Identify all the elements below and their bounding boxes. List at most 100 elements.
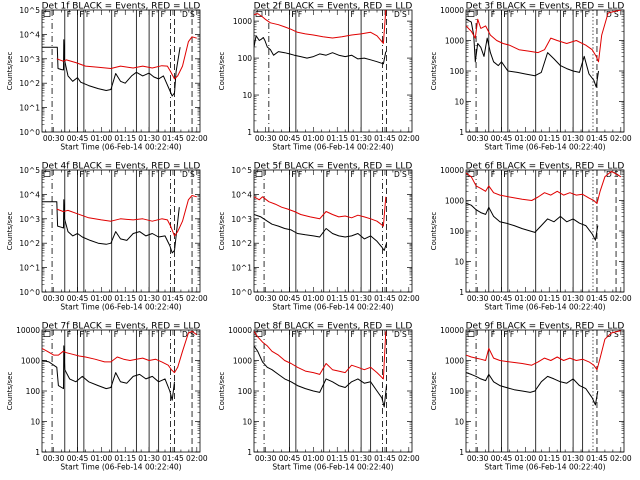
marker-letter: F (138, 330, 142, 339)
series-line-events (254, 214, 387, 251)
panel-det-8: Det 8f BLACK = Events, RED = LLD 1 10 100 10… (218, 322, 420, 472)
corner-box-marker (467, 331, 475, 337)
y-tick-label: 10000 (228, 326, 252, 335)
y-axis-label: Counts/sec (6, 372, 14, 411)
marker-letter: D (182, 330, 188, 339)
y-tick-label: 10^1 (19, 104, 40, 113)
panel-title: Det 9f BLACK = Events, RED = LLD (466, 322, 625, 332)
panel-title: Det 2f BLACK = Events, RED = LLD (254, 2, 413, 12)
marker-letter: F (67, 10, 71, 19)
series-line-lld (254, 331, 387, 380)
x-tick-label: 00:30 (467, 454, 489, 463)
y-tick-label: 10^3 (19, 215, 40, 224)
marker-letter: F (292, 170, 296, 179)
plot-frame (465, 169, 625, 293)
marker-letter: F (138, 10, 142, 19)
y-tick-label: 1000 (233, 357, 252, 366)
marker-letter: F (67, 330, 71, 339)
y-tick-label: 10^2 (19, 239, 40, 248)
marker-letter: F (363, 170, 367, 179)
x-tick-label: 01:45 (162, 454, 184, 463)
marker-letter: F (504, 330, 508, 339)
series-line-lld (56, 195, 197, 237)
marker-letter: F (363, 10, 367, 19)
marker-letter: S (190, 10, 195, 19)
x-tick-label: 01:15 (538, 454, 560, 463)
marker-letter: F (161, 10, 165, 19)
corner-box-marker (255, 171, 263, 177)
y-axis-label: Counts/sec (218, 52, 226, 91)
y-tick-label: 10000 (16, 326, 40, 335)
marker-letter: S (402, 330, 407, 339)
marker-letter: F (80, 330, 84, 339)
marker-letter: F (575, 330, 579, 339)
y-tick-label: 1000 (233, 17, 252, 26)
x-tick-label: 01:00 (515, 134, 537, 143)
y-tick-label: 10 (242, 418, 252, 427)
marker-letter: F (373, 330, 377, 339)
marker-letter: F (585, 170, 589, 179)
x-axis-label: Start Time (06-Feb-14 00:22:40) (60, 303, 181, 312)
y-axis-label: Counts/sec (430, 212, 438, 251)
plot-frame (41, 9, 201, 133)
x-tick-label: 00:30 (43, 294, 65, 303)
y-tick-label: 10^2 (19, 79, 40, 88)
marker-letter: F (114, 170, 118, 179)
marker-letter: F (491, 10, 495, 19)
marker-letter: F (575, 10, 579, 19)
corner-box-marker (43, 11, 51, 17)
panel-det-3: Det 3f BLACK = Events, RED = LLD 1 10 100 10… (430, 2, 632, 152)
x-axis-label: Start Time (06-Feb-14 00:22:40) (272, 143, 393, 152)
marker-letter: F (491, 330, 495, 339)
y-tick-label: 10^5 (19, 166, 40, 175)
corner-box-marker (43, 171, 51, 177)
y-tick-label: 10000 (440, 166, 464, 175)
panel-det-2: Det 2f BLACK = Events, RED = LLD 1 10 100 10… (218, 2, 420, 152)
marker-letter: D (182, 170, 188, 179)
marker-letter: S (402, 170, 407, 179)
x-axis-label: Start Time (06-Feb-14 00:22:40) (272, 303, 393, 312)
marker-letter: F (86, 170, 90, 179)
x-axis-label: Start Time (06-Feb-14 00:22:40) (60, 143, 181, 152)
y-tick-label: 100 (238, 54, 253, 63)
marker-letter: F (575, 170, 579, 179)
series-line-events (254, 345, 387, 408)
y-tick-label: 10^3 (19, 55, 40, 64)
marker-letter: F (326, 330, 330, 339)
plot-frame (253, 9, 413, 133)
panel-title: Det 8f BLACK = Events, RED = LLD (254, 322, 413, 332)
marker-letter: F (298, 330, 302, 339)
y-tick-label: 10^1 (19, 264, 40, 273)
panel-det-6: Det 6f BLACK = Events, RED = LLD 1 10 100 10… (430, 162, 632, 312)
x-tick-label: 01:15 (114, 454, 136, 463)
marker-letter: S (190, 330, 195, 339)
panel-det-4: Det 4f BLACK = Events, RED = LLD 10^0 10^1… (6, 162, 208, 312)
y-tick-label: 10^0 (19, 128, 40, 137)
x-tick-label: 00:30 (43, 134, 65, 143)
x-tick-label: 02:00 (398, 454, 420, 463)
marker-letter: D (606, 170, 612, 179)
marker-letter: F (504, 10, 508, 19)
panel-title: Det 4f BLACK = Events, RED = LLD (42, 162, 201, 172)
x-tick-label: 00:30 (43, 454, 65, 463)
x-tick-label: 01:00 (91, 454, 113, 463)
marker-letter: F (510, 330, 514, 339)
marker-letter: F (292, 330, 296, 339)
panel-title: Det 5f BLACK = Events, RED = LLD (254, 162, 413, 172)
y-axis-label: Counts/sec (218, 372, 226, 411)
y-tick-label: 1 (459, 128, 464, 137)
marker-letter: F (491, 170, 495, 179)
x-tick-label: 01:00 (303, 454, 325, 463)
x-tick-label: 02:00 (398, 134, 420, 143)
y-tick-label: 10^5 (231, 166, 252, 175)
marker-letter: D (394, 330, 400, 339)
panel-title: Det 1f BLACK = Events, RED = LLD (42, 2, 201, 12)
y-tick-label: 10 (454, 258, 464, 267)
y-tick-label: 1000 (445, 37, 464, 46)
marker-letter: F (326, 330, 330, 339)
x-tick-label: 02:00 (186, 294, 208, 303)
x-tick-label: 01:30 (138, 134, 160, 143)
x-tick-label: 02:00 (186, 134, 208, 143)
y-tick-label: 10000 (440, 6, 464, 15)
